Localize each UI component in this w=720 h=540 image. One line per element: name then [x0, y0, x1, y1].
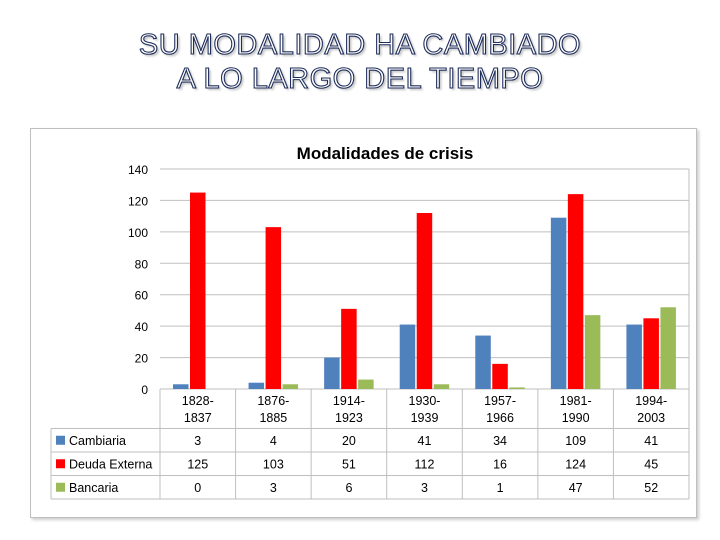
bar-bancaria-6 — [660, 307, 676, 389]
data-label: 3 — [270, 481, 277, 495]
x-tick-label: 1966 — [486, 411, 514, 425]
bar-bancaria-2 — [358, 379, 374, 389]
bar-bancaria-5 — [584, 315, 601, 389]
legend-key-cambiaria — [56, 435, 65, 445]
y-tick-label: 80 — [135, 257, 149, 271]
y-tick-label: 40 — [135, 320, 149, 334]
bar-deuda-externa-1 — [265, 227, 282, 389]
y-tick-label: 20 — [135, 352, 149, 366]
data-label: 41 — [418, 434, 432, 448]
x-tick-label: 2003 — [637, 411, 665, 425]
y-tick-label: 140 — [128, 163, 148, 177]
slide-title-line-1: SU MODALIDAD HA CAMBIADO — [138, 28, 582, 61]
x-tick-label: 1994- — [635, 394, 667, 408]
bar-cambiaria-3 — [399, 324, 416, 389]
data-label: 112 — [415, 457, 435, 471]
data-label: 34 — [493, 434, 507, 448]
x-tick-label: 1981- — [560, 394, 592, 408]
chart-title: Modalidades de crisis — [297, 144, 474, 163]
bar-deuda-externa-4 — [492, 363, 508, 389]
crisis-modalities-chart: Modalidades de crisis 020406080100120140… — [50, 144, 690, 500]
bar-deuda-externa-0 — [190, 192, 206, 389]
data-label: 6 — [345, 481, 352, 495]
data-label: 45 — [644, 457, 658, 471]
x-tick-label: 1939 — [411, 411, 439, 425]
y-tick-label: 60 — [135, 289, 149, 303]
data-label: 20 — [342, 434, 356, 448]
slide-title: SU MODALIDAD HA CAMBIADO A LO LARGO DEL … — [0, 28, 720, 96]
x-tick-label: 1885 — [259, 411, 287, 425]
bar-cambiaria-1 — [248, 382, 265, 389]
data-label: 3 — [194, 434, 201, 448]
bar-deuda-externa-5 — [567, 194, 584, 389]
data-label: 0 — [194, 481, 201, 495]
bar-bancaria-1 — [282, 384, 299, 389]
legend-key-deuda-externa — [56, 459, 65, 469]
chart-frame: Modalidades de crisis 0 20 40 60 80 100 120 140… — [30, 128, 697, 518]
bar-bancaria-3 — [433, 384, 450, 389]
data-label: 16 — [493, 457, 507, 471]
data-label: 4 — [270, 434, 277, 448]
bar-cambiaria-6 — [626, 324, 642, 389]
x-tick-label: 1990 — [562, 411, 590, 425]
x-tick-label: 1837 — [184, 411, 212, 425]
bar-deuda-externa-6 — [643, 318, 659, 389]
x-tick-label: 1923 — [335, 411, 363, 425]
bar-bancaria-4 — [509, 387, 525, 389]
data-label: 47 — [569, 481, 583, 495]
bar-cambiaria-2 — [324, 357, 340, 389]
data-label: 52 — [644, 481, 658, 495]
data-label: 51 — [342, 457, 356, 471]
data-label: 1 — [497, 481, 504, 495]
slide-title-line-2: A LO LARGO DEL TIEMPO — [176, 62, 544, 95]
legend-key-bancaria — [56, 482, 65, 492]
data-label: 125 — [187, 457, 208, 471]
legend-label: Bancaria — [69, 481, 118, 495]
legend-label: Deuda Externa — [69, 457, 152, 471]
data-label: 3 — [421, 481, 428, 495]
x-tick-label: 1828- — [182, 394, 214, 408]
x-tick-label: 1930- — [409, 394, 441, 408]
data-label: 124 — [565, 457, 586, 471]
data-label: 103 — [263, 457, 284, 471]
x-tick-label: 1914- — [333, 394, 365, 408]
x-tick-label: 1876- — [257, 394, 289, 408]
y-tick-label: 0 — [141, 383, 148, 397]
x-tick-label: 1957- — [484, 394, 516, 408]
y-tick-label: 100 — [128, 226, 148, 240]
bar-cambiaria-0 — [173, 384, 189, 389]
data-label: 41 — [644, 434, 658, 448]
bar-deuda-externa-3 — [416, 213, 433, 389]
bar-cambiaria-5 — [550, 217, 567, 389]
data-label: 109 — [565, 434, 586, 448]
y-tick-label: 120 — [128, 194, 148, 208]
bar-deuda-externa-2 — [341, 308, 357, 389]
bar-cambiaria-4 — [475, 335, 491, 389]
legend-label: Cambiaria — [69, 434, 126, 448]
